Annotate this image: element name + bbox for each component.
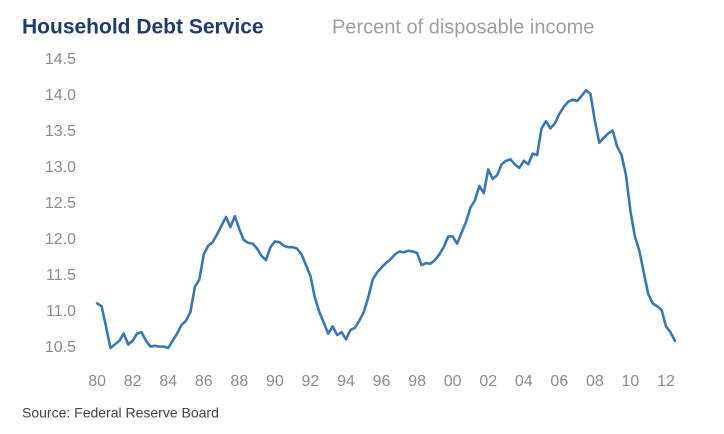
- x-tick-label: 04: [515, 373, 533, 390]
- x-tick-label: 84: [159, 373, 177, 390]
- y-tick-label: 12.5: [45, 195, 76, 212]
- x-tick-label: 02: [479, 373, 497, 390]
- x-tick-label: 92: [302, 373, 320, 390]
- x-tick-label: 86: [195, 373, 213, 390]
- x-tick-label: 96: [373, 373, 391, 390]
- data-line: [95, 88, 677, 350]
- source-note: Source: Federal Reserve Board: [22, 405, 219, 421]
- y-tick-label: 13.0: [45, 159, 76, 176]
- x-tick-label: 00: [444, 373, 462, 390]
- x-tick-label: 82: [124, 373, 142, 390]
- x-tick-label: 10: [622, 373, 640, 390]
- x-tick-label: 12: [657, 373, 675, 390]
- x-tick-label: 06: [550, 373, 568, 390]
- x-tick-label: 88: [230, 373, 248, 390]
- y-tick-label: 13.5: [45, 123, 76, 140]
- y-tick-label: 11.0: [46, 303, 76, 320]
- chart-title: Household Debt Service: [22, 16, 264, 39]
- y-tick-label: 11.5: [46, 267, 76, 284]
- y-tick-label: 14.5: [45, 51, 76, 68]
- x-tick-label: 90: [266, 373, 284, 390]
- y-tick-label: 10.5: [45, 339, 76, 356]
- chart-subtitle: Percent of disposable income: [332, 16, 594, 38]
- x-tick-label: 80: [88, 373, 106, 390]
- x-tick-label: 98: [408, 373, 426, 390]
- y-tick-label: 14.0: [45, 87, 76, 104]
- x-tick-label: 08: [586, 373, 604, 390]
- x-tick-label: 94: [337, 373, 355, 390]
- y-tick-label: 12.0: [45, 231, 76, 248]
